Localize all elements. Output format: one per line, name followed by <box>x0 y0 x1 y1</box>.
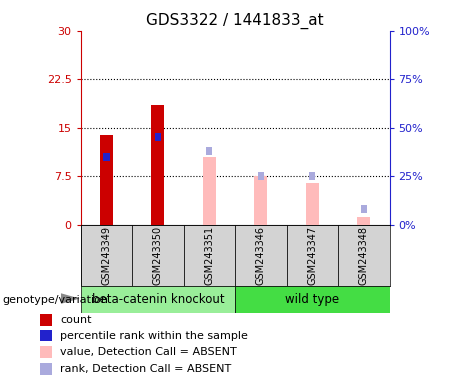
Bar <box>361 205 367 213</box>
Bar <box>309 172 315 180</box>
Text: genotype/variation: genotype/variation <box>2 295 108 305</box>
Text: value, Detection Call = ABSENT: value, Detection Call = ABSENT <box>60 347 237 357</box>
Bar <box>258 172 264 180</box>
Bar <box>183 225 235 286</box>
Text: percentile rank within the sample: percentile rank within the sample <box>60 331 248 341</box>
Text: GSM243351: GSM243351 <box>204 226 214 285</box>
Bar <box>357 217 370 225</box>
Bar <box>287 225 338 286</box>
Bar <box>254 176 267 225</box>
Text: GSM243347: GSM243347 <box>307 226 317 285</box>
Text: GSM243348: GSM243348 <box>359 226 369 285</box>
Bar <box>155 134 161 141</box>
Bar <box>81 286 235 313</box>
Title: GDS3322 / 1441833_at: GDS3322 / 1441833_at <box>146 13 324 29</box>
Bar <box>132 225 183 286</box>
Text: count: count <box>60 315 92 325</box>
Bar <box>235 225 287 286</box>
Bar <box>81 225 132 286</box>
Bar <box>338 225 390 286</box>
Bar <box>206 147 213 155</box>
Text: GSM243346: GSM243346 <box>256 226 266 285</box>
Bar <box>235 286 390 313</box>
Text: GSM243349: GSM243349 <box>101 226 112 285</box>
Bar <box>152 105 164 225</box>
Bar <box>40 314 52 326</box>
Bar <box>40 363 52 375</box>
Bar <box>40 346 52 358</box>
Bar <box>103 153 110 161</box>
Polygon shape <box>61 293 80 304</box>
Text: rank, Detection Call = ABSENT: rank, Detection Call = ABSENT <box>60 364 231 374</box>
Text: wild type: wild type <box>285 293 339 306</box>
Bar <box>40 330 52 341</box>
Bar <box>100 136 113 225</box>
Text: beta-catenin knockout: beta-catenin knockout <box>92 293 224 306</box>
Text: GSM243350: GSM243350 <box>153 226 163 285</box>
Bar <box>203 157 216 225</box>
Bar <box>306 183 319 225</box>
